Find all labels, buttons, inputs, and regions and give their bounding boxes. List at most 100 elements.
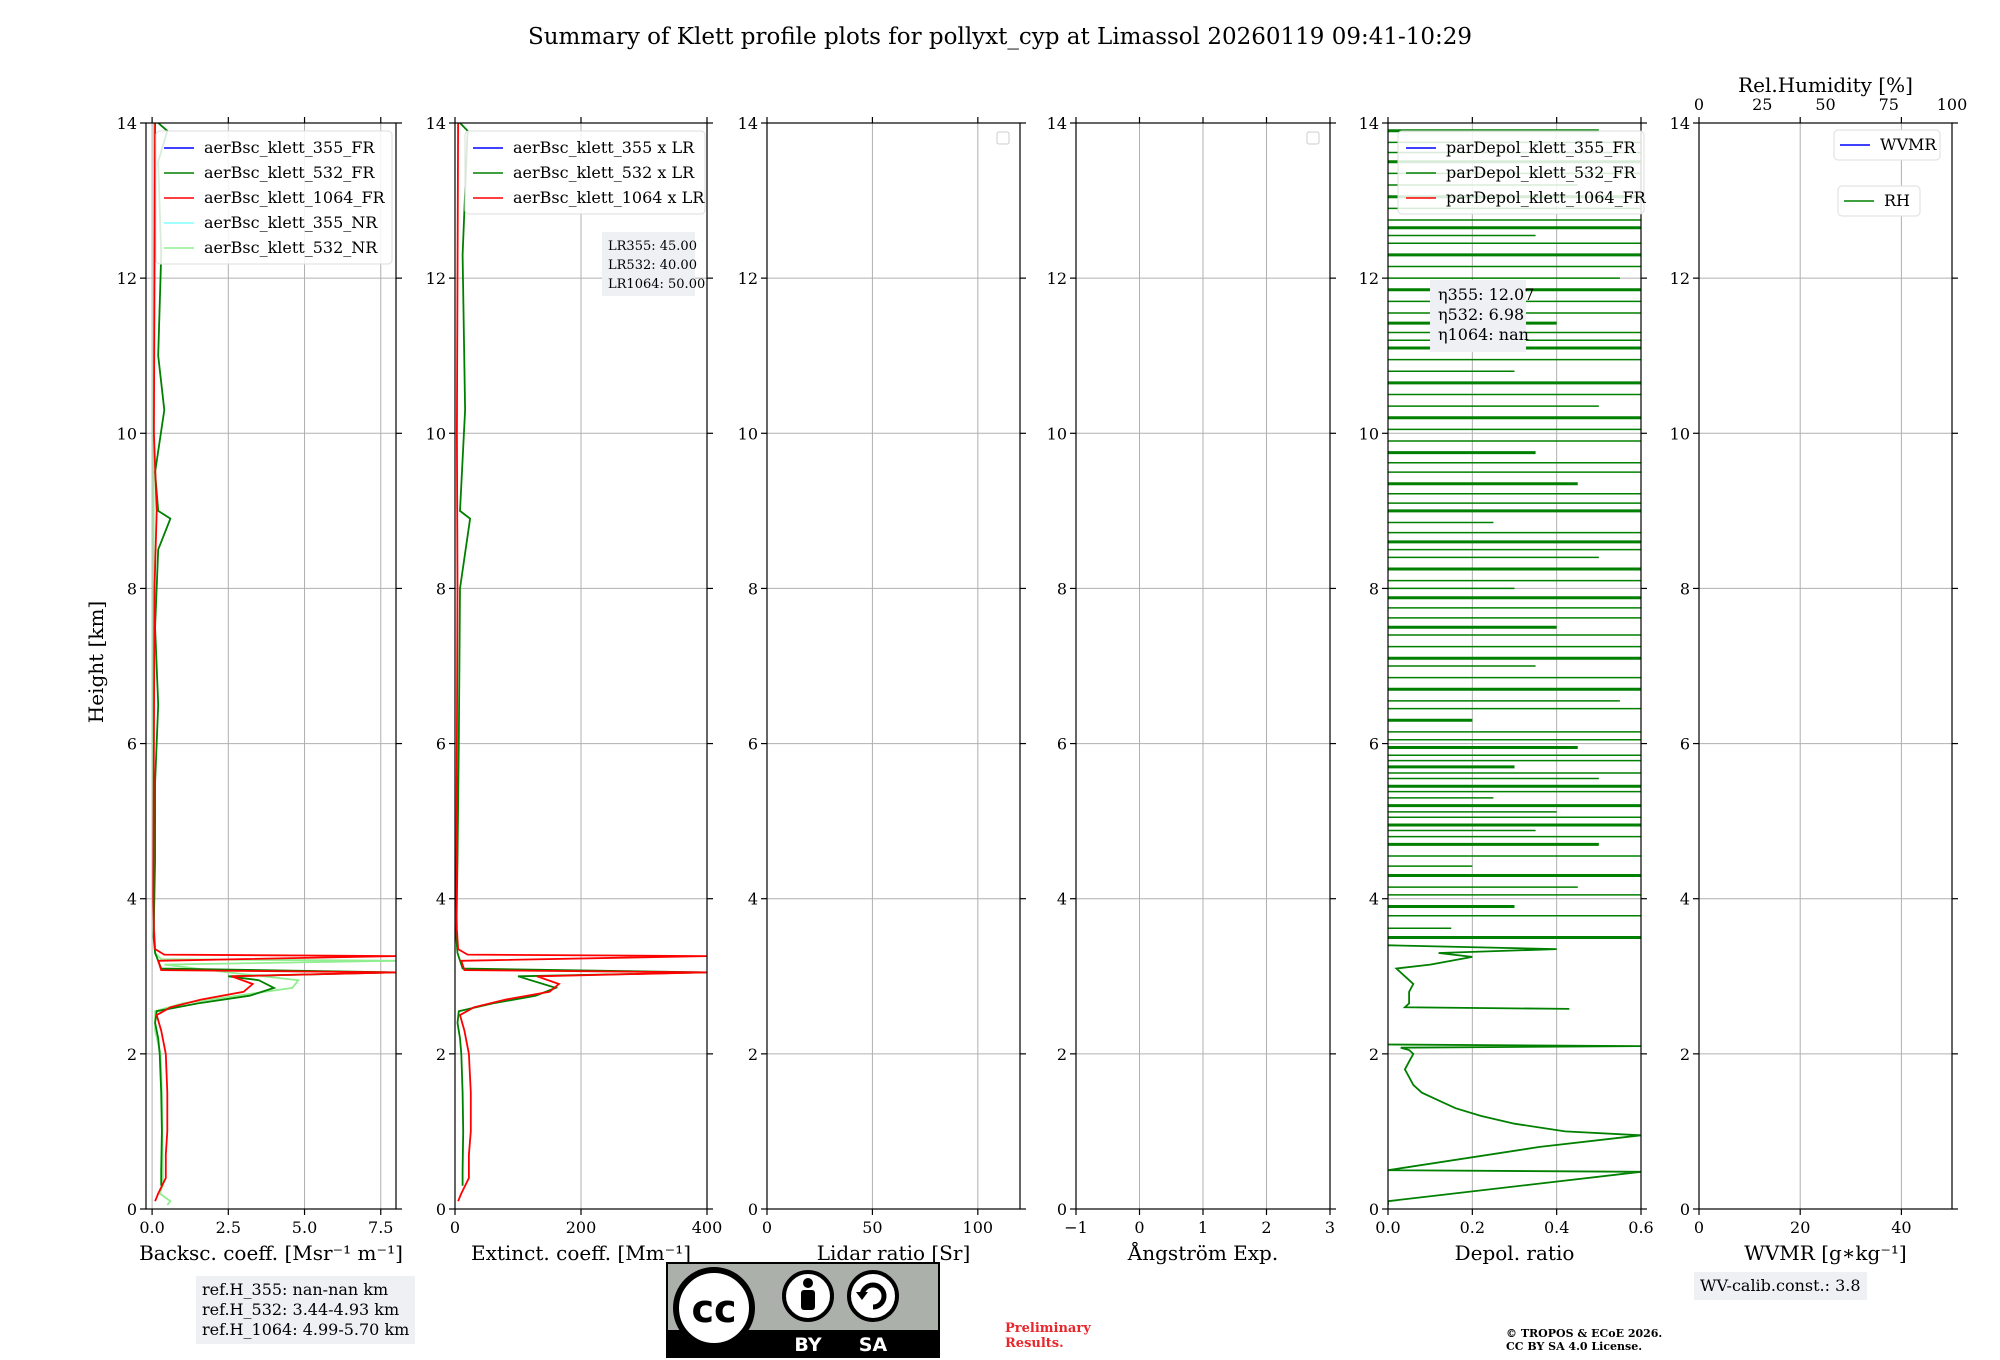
preliminary-line-2: Results. (1005, 1336, 1064, 1351)
series-aerBsc_klett_1064 x LR (455, 123, 707, 1202)
cc-logo-icon (673, 1267, 755, 1349)
panel-extinction: 0 200 400 0 2 4 6 8 10 12 14 Extinct. coeff. [Mm⁻¹]… (426, 114, 723, 1265)
x-axis-label: Extinct. coeff. [Mm⁻¹] (471, 1241, 691, 1265)
y-tick-label: 8 (127, 579, 137, 598)
series-aerBsc_klett_532 x LR (455, 123, 707, 1186)
y-tick-label: 4 (127, 890, 137, 909)
ref-height-1064: ref.H_1064: 4.99-5.70 km (202, 1320, 410, 1339)
top-x-axis-label: Rel.Humidity [%] (1738, 73, 1913, 97)
ref-height-532: ref.H_532: 3.44-4.93 km (202, 1300, 400, 1319)
legend-box (155, 130, 393, 265)
x-axis-label: WVMR [g∗kg⁻¹] (1744, 1241, 1906, 1265)
legend-entry: parDepol_klett_1064_FR (1446, 188, 1647, 207)
copyright-line-2: CC BY SA 4.0 License. (1506, 1340, 1643, 1353)
eta-text: η532: 6.98 (1438, 305, 1524, 324)
series-parDepol_klett_532_FR (1388, 1043, 1641, 1206)
y-tick-label: 6 (127, 735, 137, 754)
top-x-tick-label: 50 (1815, 95, 1835, 114)
legend-box (1397, 130, 1645, 215)
x-tick-label: 200 (566, 1218, 597, 1237)
top-x-tick-label: 25 (1752, 95, 1772, 114)
y-tick-label: 14 (738, 114, 758, 133)
y-axis-label: Height [km] (84, 601, 108, 723)
x-tick-label: 5.0 (292, 1218, 317, 1237)
y-tick-label: 0 (436, 1200, 446, 1219)
x-tick-label: 7.5 (368, 1218, 393, 1237)
x-tick-label: 100 (963, 1218, 994, 1237)
lidar-ratio-text: LR1064: 50.00 (608, 277, 705, 292)
y-tick-label: 14 (117, 114, 137, 133)
y-tick-label: 4 (1680, 890, 1690, 909)
legend-box (464, 130, 706, 215)
x-tick-label: 3 (1325, 1218, 1335, 1237)
x-axis-label: Backsc. coeff. [Msr⁻¹ m⁻¹] (139, 1241, 403, 1265)
figure-title: Summary of Klett profile plots for polly… (528, 24, 1472, 50)
eta-text: η355: 12.07 (1438, 285, 1534, 304)
lidar-ratio-text: LR532: 40.00 (608, 258, 697, 273)
x-tick-label: 0 (762, 1218, 772, 1237)
y-tick-label: 8 (1680, 579, 1690, 598)
legend-entry: parDepol_klett_355_FR (1446, 138, 1637, 157)
series-aerBsc_klett_1064_FR (152, 123, 396, 1202)
legend-entry: aerBsc_klett_532 x LR (513, 163, 695, 182)
axes-frame (766, 122, 1021, 1210)
panel-backscatter: 0.0 2.5 5.0 7.5 0 2 4 6 8 10 12 14 Backsc. coeff. [M… (117, 114, 403, 1265)
series-aerBsc_klett_532_NR (152, 123, 396, 1206)
y-tick-label: 12 (426, 269, 446, 288)
x-tick-label: 2.5 (216, 1218, 241, 1237)
legend-entry: WVMR (1880, 135, 1937, 154)
y-tick-label: 6 (1369, 735, 1379, 754)
panel-lidar_ratio: 0 50 100 0 2 4 6 8 10 12 14 Lidar ratio [Sr] (738, 114, 1026, 1265)
legend-entry: aerBsc_klett_355 x LR (513, 138, 695, 157)
cc-by-sa-badge: cc BY SA (666, 1262, 940, 1358)
y-tick-label: 6 (436, 735, 446, 754)
legend-entry: aerBsc_klett_1064_FR (204, 188, 386, 207)
series-parDepol_klett_532_FR (1388, 944, 1570, 1010)
y-tick-label: 12 (1670, 269, 1690, 288)
y-tick-label: 10 (117, 424, 137, 443)
x-tick-label: 20 (1790, 1218, 1810, 1237)
y-tick-label: 10 (1047, 424, 1067, 443)
wv-calib-box: WV-calib.const.: 3.8 (1694, 1272, 1867, 1300)
y-tick-label: 0 (127, 1200, 137, 1219)
y-tick-label: 6 (1057, 735, 1067, 754)
y-tick-label: 12 (117, 269, 137, 288)
y-tick-label: 10 (1359, 424, 1379, 443)
y-tick-label: 14 (1047, 114, 1067, 133)
y-tick-label: 10 (738, 424, 758, 443)
legend-entry: aerBsc_klett_355_NR (204, 213, 378, 232)
eta-text: η1064: nan (1438, 325, 1529, 344)
top-x-tick-label: 0 (1694, 95, 1704, 114)
ref-height-355: ref.H_355: nan-nan km (202, 1280, 389, 1299)
x-tick-label: 2 (1261, 1218, 1271, 1237)
y-tick-label: 2 (436, 1045, 446, 1064)
sa-share-icon (847, 1270, 899, 1322)
x-tick-label: 0 (1134, 1218, 1144, 1237)
panel-depol: 0.0 0.2 0.4 0.6 0 2 4 6 8 10 12 14 Depol. ratio parDe… (1359, 114, 1654, 1265)
y-tick-label: 2 (1057, 1045, 1067, 1064)
x-tick-label: 50 (862, 1218, 882, 1237)
y-tick-label: 0 (1369, 1200, 1379, 1219)
top-x-tick-label: 75 (1879, 95, 1899, 114)
x-axis-label: Lidar ratio [Sr] (817, 1241, 971, 1265)
y-tick-label: 4 (436, 890, 446, 909)
y-tick-label: 0 (748, 1200, 758, 1219)
y-tick-label: 8 (748, 579, 758, 598)
ref-height-box: ref.H_355: nan-nan km ref.H_532: 3.44-4.… (196, 1276, 416, 1344)
x-tick-label: 400 (692, 1218, 723, 1237)
axes-frame (1698, 122, 1953, 1210)
plot-area (455, 123, 707, 1202)
axes-frame (1387, 122, 1642, 1210)
y-tick-label: 2 (127, 1045, 137, 1064)
by-label: BY (794, 1334, 821, 1356)
preliminary-line-1: Preliminary (1005, 1321, 1091, 1336)
plot-area (152, 123, 396, 1206)
y-tick-label: 4 (1057, 890, 1067, 909)
legend-entry: aerBsc_klett_1064 x LR (513, 188, 705, 207)
x-tick-label: 0.2 (1460, 1218, 1485, 1237)
y-tick-label: 12 (1359, 269, 1379, 288)
x-tick-label: 40 (1891, 1218, 1911, 1237)
axes-frame (145, 122, 397, 1210)
